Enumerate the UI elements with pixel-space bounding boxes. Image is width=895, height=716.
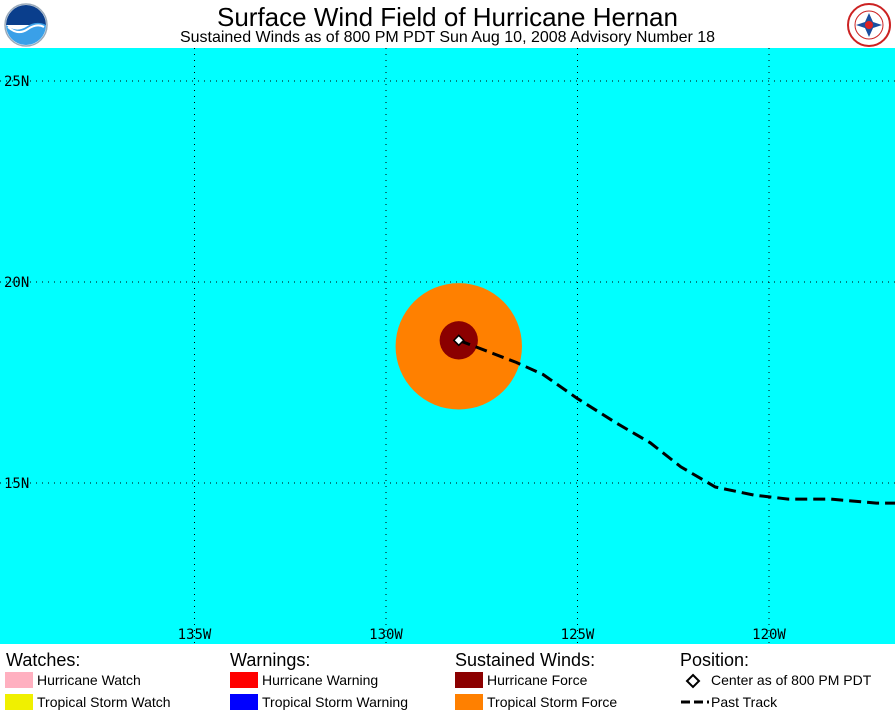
legend-position-heading: Position: (680, 650, 750, 670)
legend-warnings-heading: Warnings: (230, 650, 311, 670)
map-legend: Watches: Hurricane Watch Tropical Storm … (0, 644, 895, 716)
diamond-icon (685, 673, 701, 689)
lon-label-130w: 130W (369, 627, 403, 643)
hurricane-force-label: Hurricane Force (487, 672, 588, 688)
center-position-label: Center as of 800 PM PDT (711, 672, 872, 688)
hurricane-warning-label: Hurricane Warning (262, 672, 379, 688)
tropical-storm-warning-swatch (230, 694, 258, 710)
tropical-storm-force-label: Tropical Storm Force (487, 694, 618, 710)
lon-label-125w: 125W (561, 627, 595, 643)
tropical-storm-watch-swatch (5, 694, 33, 710)
hurricane-watch-label: Hurricane Watch (37, 672, 141, 688)
map-header: Surface Wind Field of Hurricane Hernan S… (0, 0, 895, 48)
hurricane-force-swatch (455, 672, 483, 688)
past-track-label: Past Track (711, 694, 778, 710)
lat-label-20n: 20N (4, 275, 29, 291)
storm-center-diamond-icon (452, 334, 465, 347)
lat-label-25n: 25N (4, 74, 29, 90)
noaa-logo-icon (4, 3, 48, 47)
dashed-line-icon (681, 700, 709, 704)
page-title: Surface Wind Field of Hurricane Hernan (217, 2, 678, 32)
tropical-storm-warning-label: Tropical Storm Warning (262, 694, 409, 710)
longitude-labels: 135W 130W 125W 120W (178, 627, 787, 643)
lon-label-135w: 135W (178, 627, 212, 643)
nws-logo-icon (847, 3, 891, 47)
tropical-storm-watch-label: Tropical Storm Watch (37, 694, 171, 710)
hurricane-warning-swatch (230, 672, 258, 688)
legend-winds-heading: Sustained Winds: (455, 650, 596, 670)
tropical-storm-force-swatch (455, 694, 483, 710)
page-subtitle: Sustained Winds as of 800 PM PDT Sun Aug… (179, 29, 716, 46)
lon-label-120w: 120W (752, 627, 786, 643)
hurricane-watch-swatch (5, 672, 33, 688)
past-track-line (458, 338, 895, 505)
lat-label-15n: 15N (4, 476, 29, 492)
wind-field-map: 25N 20N 15N 135W 130W 125W 120W (0, 48, 895, 644)
latitude-labels: 25N 20N 15N (4, 74, 29, 492)
legend-watches-heading: Watches: (6, 650, 81, 670)
